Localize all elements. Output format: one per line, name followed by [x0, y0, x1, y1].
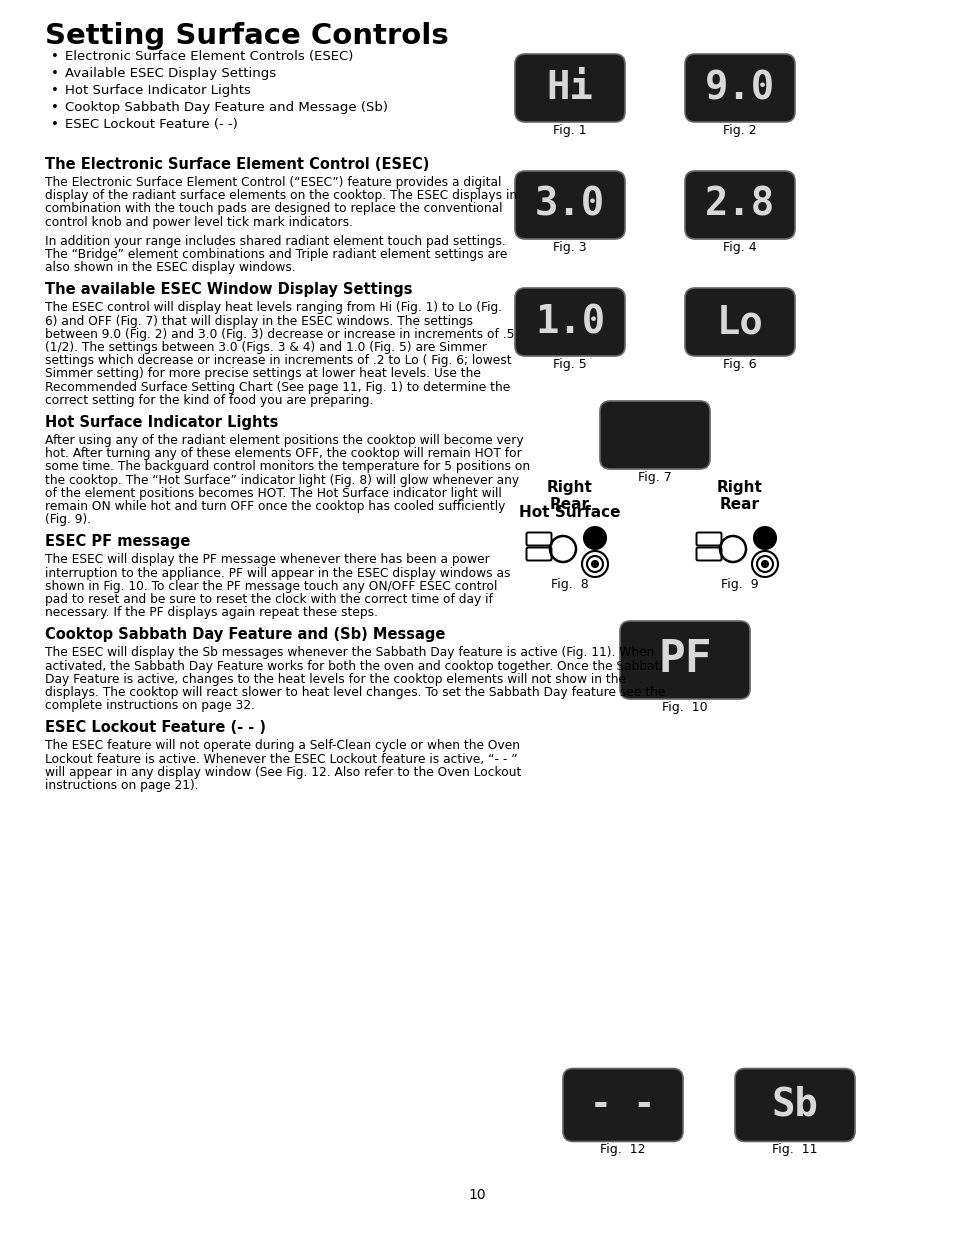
Text: Lo: Lo: [716, 303, 762, 341]
Text: Fig. 7: Fig. 7: [638, 471, 671, 484]
Text: (1/2). The settings between 3.0 (Figs. 3 & 4) and 1.0 (Fig. 5) are Simmer: (1/2). The settings between 3.0 (Figs. 3…: [45, 341, 486, 354]
Text: Right
Rear: Right Rear: [546, 480, 593, 513]
Text: settings which decrease or increase in increments of .2 to Lo ( Fig. 6; lowest: settings which decrease or increase in i…: [45, 354, 511, 367]
FancyBboxPatch shape: [619, 621, 749, 699]
Text: hot. After turning any of these elements OFF, the cooktop will remain HOT for: hot. After turning any of these elements…: [45, 447, 521, 461]
Text: •: •: [51, 49, 59, 63]
Text: Recommended Surface Setting Chart (See page 11, Fig. 1) to determine the: Recommended Surface Setting Chart (See p…: [45, 380, 510, 394]
Text: pad to reset and be sure to reset the clock with the correct time of day if: pad to reset and be sure to reset the cl…: [45, 593, 493, 606]
FancyBboxPatch shape: [515, 288, 624, 356]
Text: The ESEC feature will not operate during a Self-Clean cycle or when the Oven: The ESEC feature will not operate during…: [45, 740, 519, 752]
Text: Fig. 6: Fig. 6: [722, 358, 756, 370]
Text: Fig. 2: Fig. 2: [722, 124, 756, 137]
Text: complete instructions on page 32.: complete instructions on page 32.: [45, 699, 254, 713]
Text: remain ON while hot and turn OFF once the cooktop has cooled sufficiently: remain ON while hot and turn OFF once th…: [45, 500, 505, 513]
Text: Right
Rear: Right Rear: [717, 480, 762, 513]
Circle shape: [753, 527, 775, 550]
Text: Fig.  8: Fig. 8: [551, 578, 588, 592]
FancyBboxPatch shape: [684, 54, 794, 122]
Text: In addition your range includes shared radiant element touch pad settings.: In addition your range includes shared r…: [45, 235, 505, 248]
Text: Hot Surface: Hot Surface: [518, 505, 620, 520]
Text: of the element positions becomes HOT. The Hot Surface indicator light will: of the element positions becomes HOT. Th…: [45, 487, 501, 500]
Text: the cooktop. The “Hot Surface” indicator light (Fig. 8) will glow whenever any: the cooktop. The “Hot Surface” indicator…: [45, 473, 518, 487]
Text: Fig. 1: Fig. 1: [553, 124, 586, 137]
FancyBboxPatch shape: [526, 547, 551, 561]
Text: - -: - -: [590, 1088, 655, 1123]
Text: Hi: Hi: [546, 69, 593, 107]
Text: ESEC PF message: ESEC PF message: [45, 535, 191, 550]
Text: •: •: [51, 119, 59, 131]
FancyBboxPatch shape: [562, 1068, 682, 1141]
Text: Hot Surface Indicator Lights: Hot Surface Indicator Lights: [45, 415, 278, 430]
Text: Available ESEC Display Settings: Available ESEC Display Settings: [65, 67, 275, 80]
Text: between 9.0 (Fig. 2) and 3.0 (Fig. 3) decrease or increase in increments of .5: between 9.0 (Fig. 2) and 3.0 (Fig. 3) de…: [45, 327, 514, 341]
Text: necessary. If the PF displays again repeat these steps.: necessary. If the PF displays again repe…: [45, 606, 377, 619]
Text: will appear in any display window (See Fig. 12. Also refer to the Oven Lockout: will appear in any display window (See F…: [45, 766, 521, 779]
Text: Hot Surface Indicator Lights: Hot Surface Indicator Lights: [65, 84, 251, 98]
Text: 6) and OFF (Fig. 7) that will display in the ESEC windows. The settings: 6) and OFF (Fig. 7) that will display in…: [45, 315, 473, 327]
Text: Cooktop Sabbath Day Feature and Message (Sb): Cooktop Sabbath Day Feature and Message …: [65, 101, 388, 114]
Text: After using any of the radiant element positions the cooktop will become very: After using any of the radiant element p…: [45, 433, 523, 447]
Text: 10: 10: [468, 1188, 485, 1202]
FancyBboxPatch shape: [696, 547, 720, 561]
Circle shape: [583, 527, 605, 550]
Text: also shown in the ESEC display windows.: also shown in the ESEC display windows.: [45, 261, 295, 274]
Text: Fig.  10: Fig. 10: [661, 701, 707, 714]
Text: •: •: [51, 67, 59, 80]
Text: displays. The cooktop will react slower to heat level changes. To set the Sabbat: displays. The cooktop will react slower …: [45, 685, 664, 699]
Text: 1.0: 1.0: [535, 303, 604, 341]
Text: shown in Fig. 10. To clear the PF message touch any ON/OFF ESEC control: shown in Fig. 10. To clear the PF messag…: [45, 579, 497, 593]
Text: The Electronic Surface Element Control (ESEC): The Electronic Surface Element Control (…: [45, 157, 429, 172]
FancyBboxPatch shape: [696, 532, 720, 546]
Text: The ESEC will display the PF message whenever there has been a power: The ESEC will display the PF message whe…: [45, 553, 489, 567]
Text: The Electronic Surface Element Control (“ESEC”) feature provides a digital: The Electronic Surface Element Control (…: [45, 177, 501, 189]
Text: Fig. 5: Fig. 5: [553, 358, 586, 370]
FancyBboxPatch shape: [599, 401, 709, 469]
Circle shape: [762, 562, 766, 566]
Text: The available ESEC Window Display Settings: The available ESEC Window Display Settin…: [45, 283, 412, 298]
Text: Fig. 3: Fig. 3: [553, 241, 586, 254]
Text: interruption to the appliance. PF will appear in the ESEC display windows as: interruption to the appliance. PF will a…: [45, 567, 510, 579]
FancyBboxPatch shape: [734, 1068, 854, 1141]
Text: display of the radiant surface elements on the cooktop. The ESEC displays in: display of the radiant surface elements …: [45, 189, 517, 203]
Text: Cooktop Sabbath Day Feature and (Sb) Message: Cooktop Sabbath Day Feature and (Sb) Mes…: [45, 627, 445, 642]
Text: •: •: [51, 84, 59, 98]
Text: Day Feature is active, changes to the heat levels for the cooktop elements will : Day Feature is active, changes to the he…: [45, 673, 625, 685]
Text: Simmer setting) for more precise settings at lower heat levels. Use the: Simmer setting) for more precise setting…: [45, 367, 480, 380]
Text: Fig.  12: Fig. 12: [599, 1144, 645, 1156]
Text: 2.8: 2.8: [704, 186, 774, 224]
Text: Fig. 4: Fig. 4: [722, 241, 756, 254]
Text: instructions on page 21).: instructions on page 21).: [45, 779, 198, 792]
Text: The ESEC control will display heat levels ranging from Hi (Fig. 1) to Lo (Fig.: The ESEC control will display heat level…: [45, 301, 501, 315]
Text: PF: PF: [658, 638, 711, 682]
FancyBboxPatch shape: [684, 170, 794, 240]
Text: 9.0: 9.0: [704, 69, 774, 107]
FancyBboxPatch shape: [526, 532, 551, 546]
Text: Fig.  11: Fig. 11: [771, 1144, 817, 1156]
Text: activated, the Sabbath Day Feature works for both the oven and cooktop together.: activated, the Sabbath Day Feature works…: [45, 659, 666, 673]
FancyBboxPatch shape: [684, 288, 794, 356]
Text: (Fig. 9).: (Fig. 9).: [45, 514, 91, 526]
FancyBboxPatch shape: [515, 54, 624, 122]
Text: correct setting for the kind of food you are preparing.: correct setting for the kind of food you…: [45, 394, 373, 406]
Circle shape: [593, 562, 597, 566]
Text: •: •: [51, 101, 59, 114]
FancyBboxPatch shape: [515, 170, 624, 240]
Text: 3.0: 3.0: [535, 186, 604, 224]
Text: some time. The backguard control monitors the temperature for 5 positions on: some time. The backguard control monitor…: [45, 461, 530, 473]
Text: The “Bridge” element combinations and Triple radiant element settings are: The “Bridge” element combinations and Tr…: [45, 248, 507, 261]
Text: Electronic Surface Element Controls (ESEC): Electronic Surface Element Controls (ESE…: [65, 49, 353, 63]
Text: Setting Surface Controls: Setting Surface Controls: [45, 22, 448, 49]
Text: control knob and power level tick mark indicators.: control knob and power level tick mark i…: [45, 216, 353, 228]
Text: Fig.  9: Fig. 9: [720, 578, 758, 592]
Text: ESEC Lockout Feature (- - ): ESEC Lockout Feature (- - ): [45, 720, 266, 735]
Text: Lockout feature is active. Whenever the ESEC Lockout feature is active, “- - ”: Lockout feature is active. Whenever the …: [45, 752, 517, 766]
Text: The ESEC will display the Sb messages whenever the Sabbath Day feature is active: The ESEC will display the Sb messages wh…: [45, 646, 654, 659]
Text: ESEC Lockout Feature (- -): ESEC Lockout Feature (- -): [65, 119, 237, 131]
Text: Sb: Sb: [771, 1086, 818, 1124]
Text: combination with the touch pads are designed to replace the conventional: combination with the touch pads are desi…: [45, 203, 502, 215]
